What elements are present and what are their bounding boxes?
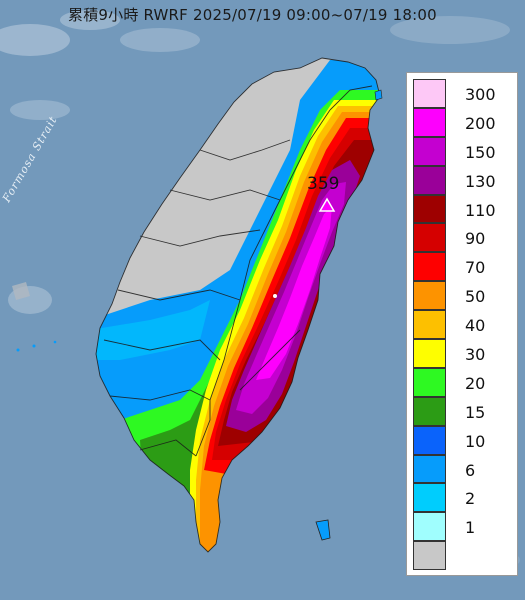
legend-swatch bbox=[413, 194, 446, 224]
rain-band-200 bbox=[256, 206, 332, 380]
legend-item: 1 bbox=[413, 512, 505, 542]
county-borders bbox=[95, 57, 381, 553]
legend-swatch bbox=[413, 367, 446, 397]
legend-item: 6 bbox=[413, 454, 505, 484]
legend-swatch bbox=[413, 541, 446, 571]
legend-swatch bbox=[413, 425, 446, 455]
legend-item: 110 bbox=[413, 194, 505, 224]
legend-swatch bbox=[413, 107, 446, 137]
legend-swatch bbox=[413, 252, 446, 282]
legend-label: 15 bbox=[465, 402, 486, 422]
legend-swatch bbox=[413, 483, 446, 513]
legend-item: 300 bbox=[413, 79, 505, 108]
legend-label: 40 bbox=[465, 316, 486, 336]
legend-item: 15 bbox=[413, 396, 505, 426]
rain-band-2 bbox=[96, 300, 210, 360]
legend-item: 2 bbox=[413, 483, 505, 513]
legend: 300 200 150 130 110 90 70 50 40 30 20 15 10 6 2 1 bbox=[413, 79, 505, 571]
legend-label: 6 bbox=[465, 460, 476, 480]
legend-label: 90 bbox=[465, 229, 486, 249]
legend-label: 50 bbox=[465, 287, 486, 307]
legend-label: 10 bbox=[465, 431, 486, 451]
legend-item: 20 bbox=[413, 367, 505, 397]
legend-item: 90 bbox=[413, 223, 505, 253]
no-rain-area bbox=[100, 66, 300, 306]
legend-swatch bbox=[413, 223, 446, 253]
legend-item: 130 bbox=[413, 165, 505, 195]
legend-item: 40 bbox=[413, 310, 505, 340]
legend-label: 150 bbox=[465, 142, 496, 162]
legend-label: 200 bbox=[465, 113, 496, 133]
outlying-islands bbox=[12, 89, 383, 541]
legend-label: 20 bbox=[465, 373, 486, 393]
legend-label: 30 bbox=[465, 345, 486, 365]
legend-swatch bbox=[413, 136, 446, 166]
legend-item: 50 bbox=[413, 281, 505, 311]
legend-item: 200 bbox=[413, 107, 505, 137]
legend-label: 2 bbox=[465, 489, 476, 509]
max-value-label: 359 bbox=[307, 174, 340, 194]
legend-item bbox=[413, 541, 505, 571]
max-marker-triangle-icon bbox=[318, 197, 336, 212]
legend-item: 150 bbox=[413, 136, 505, 166]
legend-swatch bbox=[413, 396, 446, 426]
legend-label: 110 bbox=[465, 200, 496, 220]
legend-swatch bbox=[413, 281, 446, 311]
legend-item: 30 bbox=[413, 339, 505, 368]
legend-item: 70 bbox=[413, 252, 505, 282]
legend-label: 1 bbox=[465, 518, 476, 538]
secondary-marker-icon bbox=[273, 294, 277, 298]
legend-swatch bbox=[413, 310, 446, 340]
legend-swatch bbox=[413, 454, 446, 484]
legend-item: 10 bbox=[413, 425, 505, 455]
legend-label: 130 bbox=[465, 171, 496, 191]
legend-swatch bbox=[413, 165, 446, 195]
legend-swatch bbox=[413, 339, 446, 368]
legend-label: 300 bbox=[465, 85, 496, 104]
legend-swatch bbox=[413, 512, 446, 542]
legend-swatch bbox=[413, 79, 446, 108]
legend-label: 70 bbox=[465, 258, 486, 278]
map-title: 累積9小時 RWRF 2025/07/19 09:00~07/19 18:00 bbox=[68, 6, 437, 24]
